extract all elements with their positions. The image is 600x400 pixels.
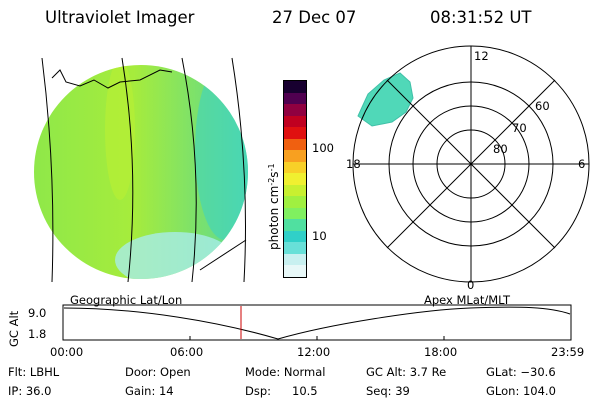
mlt-label-0: 0	[467, 278, 474, 292]
colorbar-tick-10: 10	[312, 229, 327, 243]
mlt-label-18: 18	[346, 157, 361, 171]
lat-label-80: 80	[493, 142, 508, 156]
colorbar-segment	[284, 80, 306, 93]
status-dsp-label: Dsp:	[245, 384, 272, 398]
orbit-left-label: Geographic Lat/Lon	[70, 293, 183, 307]
svg-text:GC Alt: GC Alt	[7, 310, 21, 347]
status-door: Door: Open	[125, 365, 191, 379]
altitude-curve	[63, 306, 571, 340]
colorbar-segment	[284, 92, 306, 105]
colorbar-segment	[284, 265, 306, 277]
status-gc-alt: GC Alt: 3.7 Re	[366, 365, 447, 379]
colorbar-segment	[284, 161, 306, 174]
status-ip: IP: 36.0	[8, 384, 52, 398]
orbit-xtick-0000: 00:00	[50, 345, 84, 359]
orbit-xtick-0600: 06:00	[170, 345, 204, 359]
status-glon: GLon: 104.0	[486, 384, 556, 398]
color-bar	[283, 80, 307, 278]
mlt-label-12: 12	[474, 49, 489, 63]
colorbar-segment	[284, 150, 306, 162]
status-mode: Mode: Normal	[245, 365, 326, 379]
orbit-xtick-1200: 12:00	[297, 345, 331, 359]
orbit-ytick-1-8: 1.8	[28, 327, 47, 341]
colorbar-segment	[284, 184, 306, 197]
orbit-xtick-2359: 23:59	[551, 345, 585, 359]
polar-diagonal-2	[386, 79, 556, 249]
lat-label-70: 70	[512, 121, 527, 135]
colorbar-segment	[284, 115, 306, 128]
status-seq: Seq: 39	[366, 384, 410, 398]
colorbar-tick-100: 100	[312, 141, 334, 155]
colorbar-segment	[284, 196, 306, 208]
time-label: 08:31:52 UT	[430, 8, 532, 27]
colorbar-segment	[284, 127, 306, 139]
colorbar-segment	[284, 253, 306, 266]
status-glat: GLat: −30.6	[486, 365, 556, 379]
status-gain: Gain: 14	[125, 384, 174, 398]
lat-label-60: 60	[535, 99, 550, 113]
colorbar-segment	[284, 230, 306, 243]
auroral-oval-patch	[357, 72, 414, 127]
colorbar-segment	[284, 207, 306, 220]
orbit-right-label: Apex MLat/MLT	[424, 293, 511, 307]
longitude-lines	[41, 57, 247, 283]
orbit-ylabel: GC Alt	[7, 310, 21, 347]
colorbar-segment	[284, 104, 306, 116]
coastline	[51, 69, 173, 89]
colorbar-segment	[284, 173, 306, 185]
colorbar-unit-label: photon cm-2s-1	[267, 163, 281, 250]
orbit-plot-frame	[62, 304, 572, 341]
orbit-ytick-9: 9.0	[28, 306, 47, 320]
svg-text:photon cm-2s-1: photon cm-2s-1	[267, 163, 281, 250]
orbit-xtick-1800: 18:00	[424, 345, 458, 359]
status-dsp-value: 10.5	[292, 384, 318, 398]
colorbar-segment	[284, 242, 306, 254]
orbit-altitude-plot	[62, 304, 572, 341]
status-filter: Flt: LBHL	[8, 365, 60, 379]
colorbar-segment	[284, 219, 306, 231]
app-title: Ultraviolet Imager	[45, 8, 195, 27]
polar-mlt-plot: 12 18 6 0 60 70 80	[346, 45, 590, 292]
date-label: 27 Dec 07	[272, 8, 357, 27]
colorbar-segment	[284, 138, 306, 151]
mlt-label-6: 6	[578, 157, 585, 171]
geographic-image	[34, 57, 248, 283]
